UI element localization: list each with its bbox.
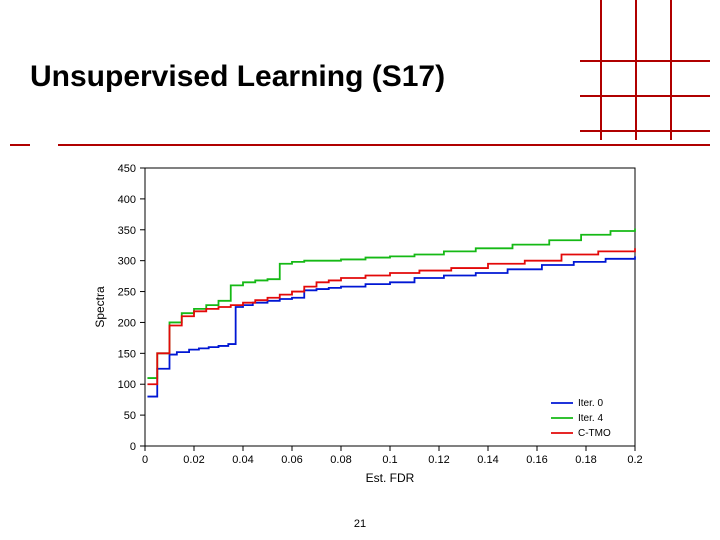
chart: 0 0.02 0.04 0.06 0.08 0.1 0.12 0.14 0.16 0.18 0.2 0…: [90, 158, 650, 488]
svg-text:250: 250: [118, 287, 136, 299]
svg-text:0.08: 0.08: [330, 454, 351, 466]
svg-text:0.2: 0.2: [627, 454, 642, 466]
svg-text:100: 100: [118, 379, 136, 391]
svg-text:400: 400: [118, 194, 136, 206]
svg-text:0.12: 0.12: [428, 454, 449, 466]
svg-text:350: 350: [118, 225, 136, 237]
svg-text:0: 0: [142, 454, 148, 466]
svg-text:0.16: 0.16: [526, 454, 547, 466]
title-rule-gap: [30, 144, 58, 146]
svg-text:0.14: 0.14: [477, 454, 498, 466]
svg-text:Iter. 0: Iter. 0: [578, 398, 603, 409]
svg-text:450: 450: [118, 163, 136, 175]
slide-title: Unsupervised Learning (S17): [30, 60, 445, 94]
corner-grid: [580, 0, 710, 140]
svg-text:Spectra: Spectra: [93, 286, 107, 328]
svg-text:0.04: 0.04: [232, 454, 253, 466]
svg-text:0.18: 0.18: [575, 454, 596, 466]
svg-text:150: 150: [118, 348, 136, 360]
svg-text:0.02: 0.02: [183, 454, 204, 466]
title-rule: [10, 144, 710, 146]
svg-text:300: 300: [118, 256, 136, 268]
svg-text:Est. FDR: Est. FDR: [366, 471, 415, 485]
svg-text:200: 200: [118, 317, 136, 329]
svg-text:0: 0: [130, 441, 136, 453]
svg-text:C-TMO: C-TMO: [578, 428, 611, 439]
svg-text:0.1: 0.1: [382, 454, 397, 466]
svg-text:Iter. 4: Iter. 4: [578, 413, 603, 424]
svg-text:0.06: 0.06: [281, 454, 302, 466]
svg-text:50: 50: [124, 410, 136, 422]
chart-svg: 0 0.02 0.04 0.06 0.08 0.1 0.12 0.14 0.16 0.18 0.2 0…: [90, 158, 650, 488]
page-number: 21: [0, 518, 720, 530]
